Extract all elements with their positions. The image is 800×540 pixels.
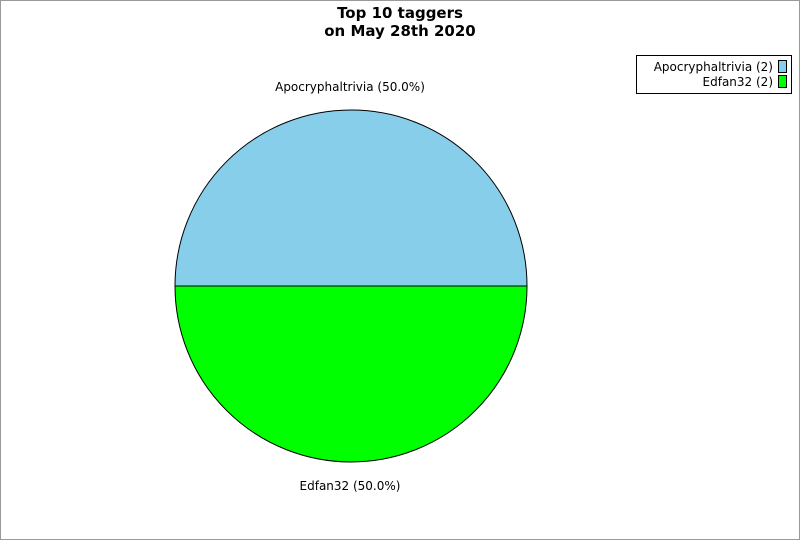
slice-label-1: Edfan32 (50.0%) <box>300 479 401 493</box>
legend-label-1: Edfan32 (2) <box>703 75 773 89</box>
chart-title-line-1: Top 10 taggers <box>337 4 463 22</box>
legend-swatch-0 <box>778 60 787 73</box>
legend: Apocryphaltrivia (2) Edfan32 (2) <box>636 55 792 94</box>
pie-slice-1 <box>174 285 528 463</box>
legend-label-0: Apocryphaltrivia (2) <box>654 60 773 74</box>
slice-label-0: Apocryphaltrivia (50.0%) <box>275 80 425 94</box>
legend-swatch-1 <box>778 75 787 88</box>
pie-slice-0 <box>174 109 528 287</box>
chart-title-line-2: on May 28th 2020 <box>324 22 476 40</box>
